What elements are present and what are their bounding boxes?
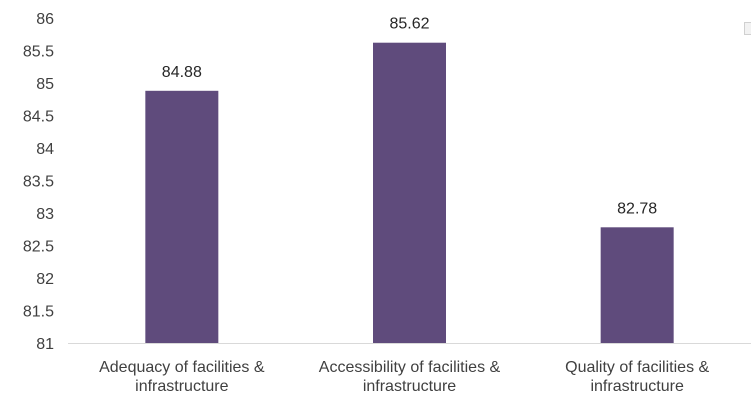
y-tick-label: 84.5 — [23, 109, 54, 126]
y-tick-label: 85 — [36, 76, 54, 93]
x-category-label-line: infrastructure — [363, 378, 456, 395]
x-category-label-line: infrastructure — [590, 378, 683, 395]
y-tick-label: 82.5 — [23, 239, 54, 256]
x-category-label: Quality of facilities & infrastructure — [565, 359, 709, 395]
x-category-label: Adequacy of facilities & infrastructure — [99, 359, 265, 395]
bar — [145, 90, 219, 343]
y-axis: 81 81.5 82 82.5 83 83.5 84 84.5 85 85.5 86 — [23, 11, 54, 353]
bar — [373, 42, 446, 343]
bar — [600, 227, 674, 343]
x-category-label-line: Adequacy of facilities & — [99, 359, 265, 376]
data-label: 82.78 — [617, 200, 657, 217]
y-tick-label: 83 — [36, 206, 54, 223]
data-label: 85.62 — [389, 16, 429, 33]
y-tick-label: 85.5 — [23, 44, 54, 61]
x-axis: Adequacy of facilities & infrastructureAc… — [68, 343, 751, 395]
data-labels: 84.88 85.62 82.78 — [162, 16, 657, 218]
legend-swatch — [744, 22, 751, 35]
y-tick-label: 84 — [36, 141, 54, 158]
x-category-label-line: Accessibility of facilities & — [319, 359, 501, 376]
x-category-label-line: infrastructure — [135, 378, 228, 395]
y-tick-label: 86 — [36, 11, 54, 28]
y-tick-label: 83.5 — [23, 174, 54, 191]
bars — [145, 42, 674, 343]
x-category-label-line: Quality of facilities & — [565, 359, 709, 376]
y-tick-label: 82 — [36, 271, 54, 288]
y-tick-label: 81 — [36, 336, 54, 353]
data-label: 84.88 — [162, 64, 202, 81]
y-tick-label: 81.5 — [23, 304, 54, 321]
x-category-label: Accessibility of facilities & infrastruct… — [319, 359, 501, 395]
